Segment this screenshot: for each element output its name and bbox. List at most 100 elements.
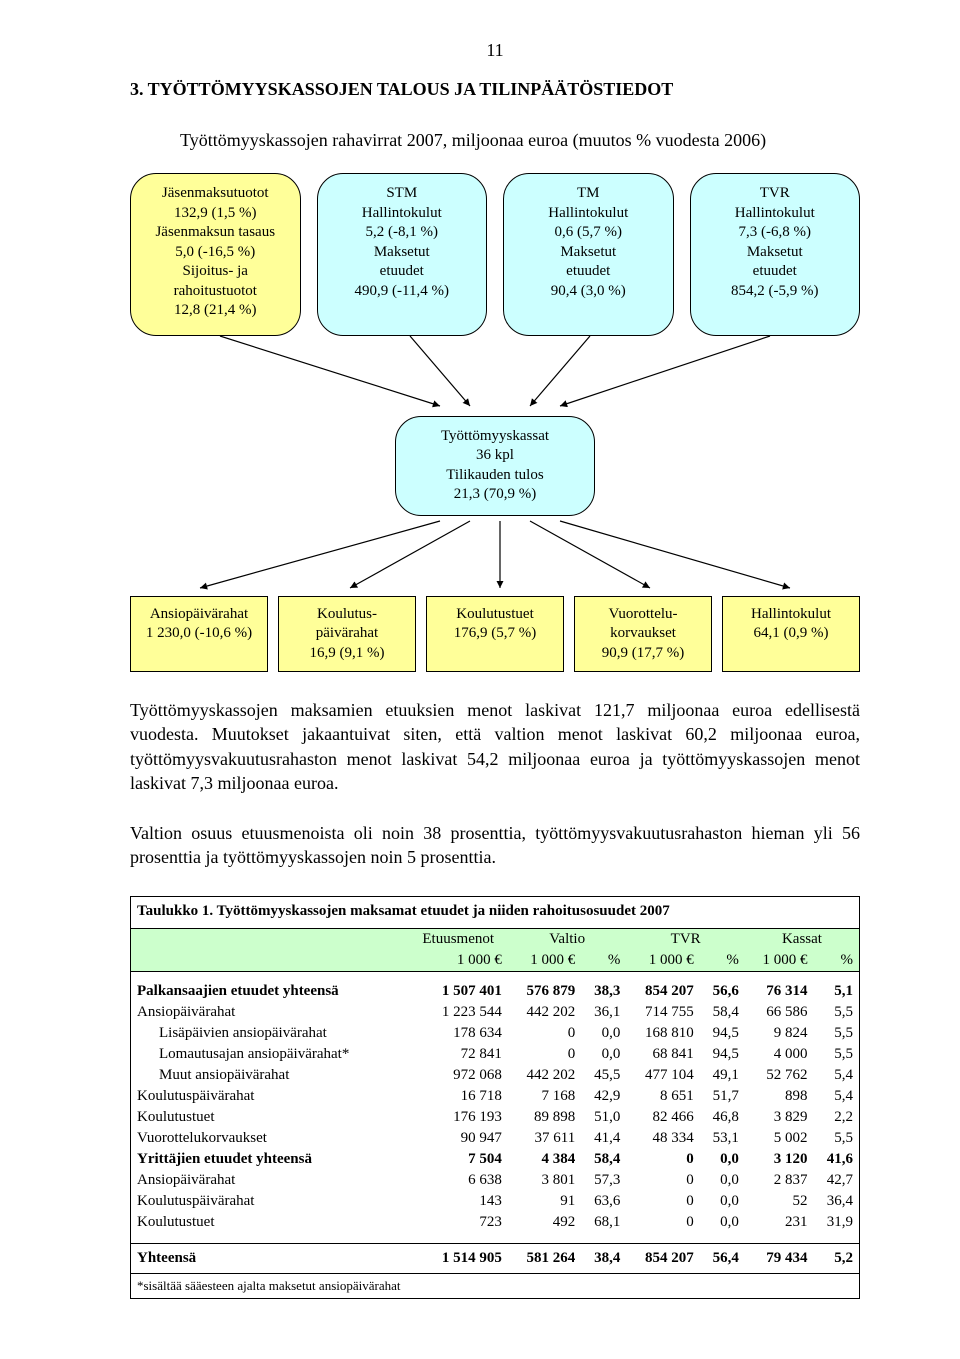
- row-label: Lomautusajan ansiopäivärahat*: [131, 1044, 409, 1065]
- table-row: Vuorottelukorvaukset90 94737 61141,448 3…: [131, 1128, 860, 1149]
- page: 11 3. TYÖTTÖMYYSKASSOJEN TALOUS JA TILIN…: [0, 0, 960, 1359]
- row-value: 3 120: [745, 1149, 814, 1170]
- paragraph-1: Työttömyyskassojen maksamien etuuksien m…: [130, 698, 860, 795]
- row-value: 68 841: [626, 1044, 699, 1065]
- row-value: 42,7: [814, 1170, 860, 1191]
- bottom-box-1: Koulutus- päivärahat 16,9 (9,1 %): [278, 596, 416, 673]
- row-value: 1 507 401: [409, 981, 508, 1002]
- row-label: Vuorottelukorvaukset: [131, 1128, 409, 1149]
- row-value: 5,1: [814, 981, 860, 1002]
- bottom-box-3: Vuorottelu- korvaukset 90,9 (17,7 %): [574, 596, 712, 673]
- row-value: 36,1: [581, 1002, 626, 1023]
- row-value: 5,5: [814, 1023, 860, 1044]
- diagram-bottom-row: Ansiopäivärahat 1 230,0 (-10,6 %) Koulut…: [130, 596, 860, 673]
- row-value: 49,1: [700, 1065, 745, 1086]
- data-table: Taulukko 1. Työttömyyskassojen maksamat …: [130, 896, 860, 1299]
- row-label: Koulutustuet: [131, 1212, 409, 1233]
- row-value: 31,9: [814, 1212, 860, 1233]
- row-label: Lisäpäivien ansiopäivärahat: [131, 1023, 409, 1044]
- row-value: 0: [626, 1191, 699, 1212]
- row-value: 52: [745, 1191, 814, 1212]
- row-value: 0: [508, 1044, 581, 1065]
- row-value: 68,1: [581, 1212, 626, 1233]
- row-value: 3 801: [508, 1170, 581, 1191]
- bottom-box-2: Koulutustuet 176,9 (5,7 %): [426, 596, 564, 673]
- row-value: 898: [745, 1086, 814, 1107]
- section-heading: 3. TYÖTTÖMYYSKASSOJEN TALOUS JA TILINPÄÄ…: [130, 79, 860, 100]
- row-label: Palkansaajien etuudet yhteensä: [131, 981, 409, 1002]
- center-box: Työttömyyskassat 36 kpl Tilikauden tulos…: [395, 416, 595, 516]
- row-value: 41,6: [814, 1149, 860, 1170]
- row-value: 0,0: [581, 1044, 626, 1065]
- row-value: 58,4: [581, 1149, 626, 1170]
- table-header-1: Etuusmenot Valtio TVR Kassat: [131, 928, 860, 950]
- page-number: 11: [130, 40, 860, 61]
- top-box-jasen: Jäsenmaksutuotot 132,9 (1,5 %) Jäsenmaks…: [130, 173, 301, 336]
- top-box-tvr: TVR Hallintokulut 7,3 (-6,8 %) Maksetut …: [690, 173, 861, 336]
- row-value: 90 947: [409, 1128, 508, 1149]
- row-value: 63,6: [581, 1191, 626, 1212]
- row-value: 2 837: [745, 1170, 814, 1191]
- row-label: Koulutuspäivärahat: [131, 1086, 409, 1107]
- table-row: Koulutuspäivärahat16 7187 16842,98 65151…: [131, 1086, 860, 1107]
- bottom-box-4: Hallintokulut 64,1 (0,9 %): [722, 596, 860, 673]
- row-value: 143: [409, 1191, 508, 1212]
- row-label: Yrittäjien etuudet yhteensä: [131, 1149, 409, 1170]
- table-row: Yrittäjien etuudet yhteensä7 5044 38458,…: [131, 1149, 860, 1170]
- row-value: 46,8: [700, 1107, 745, 1128]
- row-value: 0: [626, 1149, 699, 1170]
- row-value: 56,6: [700, 981, 745, 1002]
- row-label: Ansiopäivärahat: [131, 1002, 409, 1023]
- row-value: 231: [745, 1212, 814, 1233]
- row-value: 0,0: [700, 1191, 745, 1212]
- row-value: 41,4: [581, 1128, 626, 1149]
- row-value: 51,7: [700, 1086, 745, 1107]
- row-value: 5,4: [814, 1086, 860, 1107]
- row-value: 94,5: [700, 1044, 745, 1065]
- table-row: Koulutuspäivärahat1439163,600,05236,4: [131, 1191, 860, 1212]
- row-value: 168 810: [626, 1023, 699, 1044]
- row-value: 16 718: [409, 1086, 508, 1107]
- bottom-box-0: Ansiopäivärahat 1 230,0 (-10,6 %): [130, 596, 268, 673]
- row-value: 0,0: [700, 1149, 745, 1170]
- row-value: 89 898: [508, 1107, 581, 1128]
- row-value: 576 879: [508, 981, 581, 1002]
- row-value: 9 824: [745, 1023, 814, 1044]
- row-value: 854 207: [626, 981, 699, 1002]
- row-value: 723: [409, 1212, 508, 1233]
- table-row: Koulutustuet176 19389 89851,082 46646,83…: [131, 1107, 860, 1128]
- row-value: 972 068: [409, 1065, 508, 1086]
- table-header-2: 1 000 € 1 000 € % 1 000 € % 1 000 € %: [131, 950, 860, 972]
- row-value: 7 168: [508, 1086, 581, 1107]
- row-value: 8 651: [626, 1086, 699, 1107]
- row-value: 51,0: [581, 1107, 626, 1128]
- row-value: 37 611: [508, 1128, 581, 1149]
- row-value: 176 193: [409, 1107, 508, 1128]
- table-row: Lomautusajan ansiopäivärahat*72 84100,06…: [131, 1044, 860, 1065]
- row-label: Koulutuspäivärahat: [131, 1191, 409, 1212]
- row-value: 0,0: [581, 1023, 626, 1044]
- row-value: 36,4: [814, 1191, 860, 1212]
- row-value: 5,5: [814, 1002, 860, 1023]
- row-value: 477 104: [626, 1065, 699, 1086]
- row-value: 82 466: [626, 1107, 699, 1128]
- row-value: 442 202: [508, 1002, 581, 1023]
- table-footnote: *sisältää sääesteen ajalta maksetut ansi…: [131, 1273, 860, 1298]
- row-value: 714 755: [626, 1002, 699, 1023]
- row-value: 91: [508, 1191, 581, 1212]
- row-value: 58,4: [700, 1002, 745, 1023]
- row-value: 48 334: [626, 1128, 699, 1149]
- row-label: Ansiopäivärahat: [131, 1170, 409, 1191]
- row-value: 76 314: [745, 981, 814, 1002]
- row-value: 0,0: [700, 1212, 745, 1233]
- diagram-top-row: Jäsenmaksutuotot 132,9 (1,5 %) Jäsenmaks…: [130, 173, 860, 336]
- table-row: Muut ansiopäivärahat972 068442 20245,547…: [131, 1065, 860, 1086]
- row-value: 45,5: [581, 1065, 626, 1086]
- row-value: 52 762: [745, 1065, 814, 1086]
- row-value: 57,3: [581, 1170, 626, 1191]
- row-value: 5 002: [745, 1128, 814, 1149]
- row-value: 3 829: [745, 1107, 814, 1128]
- row-value: 5,5: [814, 1128, 860, 1149]
- table-total-row: Yhteensä 1 514 905 581 264 38,4 854 207 …: [131, 1243, 860, 1273]
- row-value: 2,2: [814, 1107, 860, 1128]
